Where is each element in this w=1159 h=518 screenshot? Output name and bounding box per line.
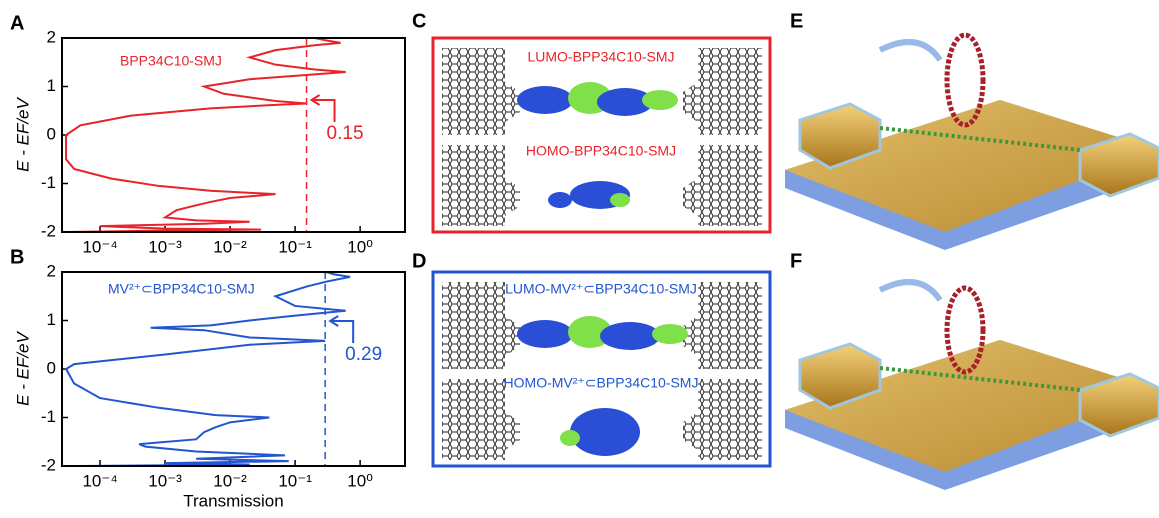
- panel-label: C: [412, 10, 426, 32]
- y-axis-label: E - EF/eV: [13, 330, 32, 405]
- panel-label: F: [790, 250, 802, 272]
- y-tick-label: -2: [41, 221, 56, 240]
- chart: A -2 -1 0 1 2 10⁻⁴ 10⁻³ 10⁻² 10⁻¹ 10⁰ E - EF/eV 0.15…: [10, 12, 405, 256]
- panel-label: E: [790, 10, 803, 32]
- annotation-arrow: [330, 316, 353, 343]
- x-tick-label: 10⁰: [347, 237, 373, 256]
- y-tick-label: -2: [41, 455, 56, 474]
- annotation-arrow: [312, 95, 335, 122]
- panel-f: F: [785, 250, 1159, 490]
- y-tick-label: 1: [47, 310, 56, 329]
- orbital-label: LUMO-MV²⁺⊂BPP34C10-SMJ: [505, 281, 697, 297]
- annotation: 0.29: [345, 344, 382, 365]
- y-tick-label: 2: [47, 261, 56, 280]
- series-name: MV²⁺⊂BPP34C10-SMJ: [108, 281, 255, 297]
- guest: [880, 42, 940, 60]
- x-tick-label: 10⁰: [347, 471, 373, 490]
- panel-c: C LUMO-BPP34C10-SMJ HOMO-BPP34C10-SMJ: [412, 10, 770, 232]
- y-tick-label: 0: [47, 358, 56, 377]
- y-tick-label: 0: [47, 124, 56, 143]
- x-tick-label: 10⁻³: [148, 237, 182, 256]
- x-tick-label: 10⁻⁴: [82, 237, 117, 256]
- orbital-label: HOMO-BPP34C10-SMJ: [526, 143, 676, 159]
- y-tick-label: 1: [47, 76, 56, 95]
- y-tick-label: -1: [41, 173, 56, 192]
- x-axis-label: Transmission: [183, 491, 283, 510]
- x-tick-label: 10⁻²: [213, 237, 247, 256]
- panel-d: D LUMO-MV²⁺⊂BPP34C10-SMJ HOMO-MV²⁺⊂BPP34…: [412, 250, 770, 466]
- guest: [880, 282, 940, 300]
- chart: B -2 -1 0 1 2 10⁻⁴ 10⁻³ 10⁻² 10⁻¹ 10⁰ E - EF/eV Tran…: [10, 246, 405, 510]
- panel-e: E: [785, 10, 1159, 250]
- y-tick-label: 2: [47, 27, 56, 46]
- x-tick-label: 10⁻³: [148, 471, 182, 490]
- x-tick-label: 10⁻¹: [278, 237, 312, 256]
- series-name: BPP34C10-SMJ: [120, 53, 222, 69]
- x-tick-label: 10⁻⁴: [82, 471, 117, 490]
- panel-label: D: [412, 250, 426, 272]
- annotation: 0.15: [327, 123, 364, 144]
- series-line: [66, 272, 350, 466]
- y-axis-label: E - EF/eV: [13, 96, 32, 171]
- figure: A -2 -1 0 1 2 10⁻⁴ 10⁻³ 10⁻² 10⁻¹ 10⁰ E - EF/eV 0.15…: [0, 0, 1159, 513]
- plot-frame: [62, 272, 405, 466]
- panel-label: A: [10, 12, 24, 34]
- charts: A -2 -1 0 1 2 10⁻⁴ 10⁻³ 10⁻² 10⁻¹ 10⁰ E - EF/eV 0.15…: [10, 12, 405, 510]
- orbital-label: LUMO-BPP34C10-SMJ: [527, 49, 674, 65]
- panel-label: B: [10, 246, 24, 268]
- y-tick-label: -1: [41, 407, 56, 426]
- x-tick-label: 10⁻¹: [278, 471, 312, 490]
- x-tick-label: 10⁻²: [213, 471, 247, 490]
- orbital-label: HOMO-MV²⁺⊂BPP34C10-SMJ: [504, 375, 699, 391]
